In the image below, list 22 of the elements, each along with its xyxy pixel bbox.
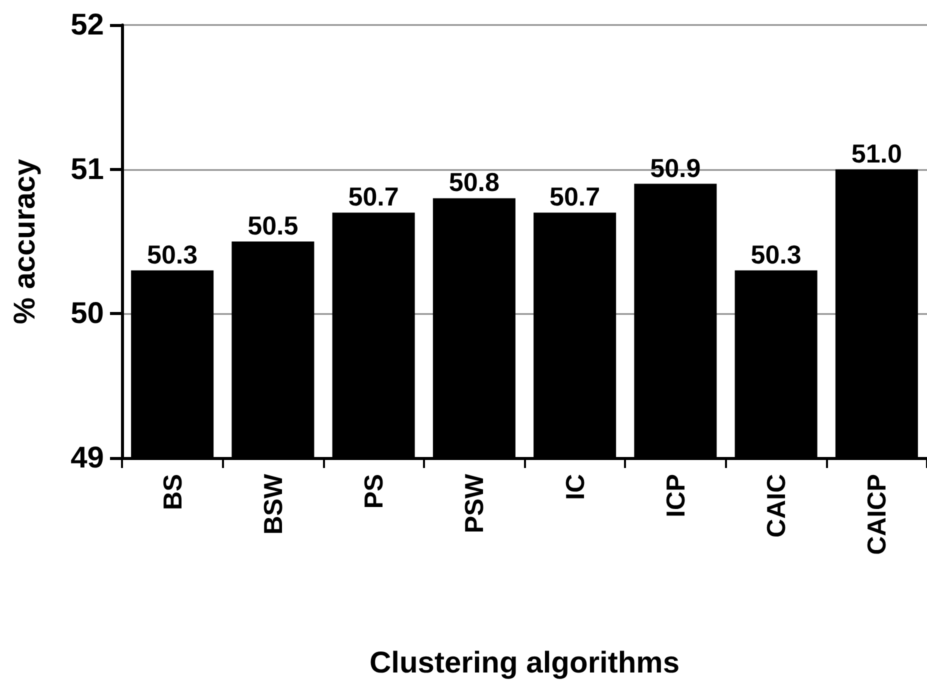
- data-label: 51.0: [851, 138, 902, 168]
- x-tick-label: CAIC: [761, 474, 792, 538]
- data-label: 50.3: [147, 239, 198, 270]
- x-tick-label: IC: [560, 474, 590, 500]
- data-label: 50.9: [650, 152, 701, 183]
- data-label: 50.8: [448, 167, 500, 198]
- x-tick-label: PSW: [459, 474, 490, 534]
- data-label: 50.7: [348, 182, 399, 212]
- x-tick-label: ICP: [660, 474, 690, 518]
- x-tick-label: CAICP: [862, 474, 892, 555]
- x-axis-title: Clustering algorithms: [369, 646, 680, 680]
- data-label: 50.5: [248, 210, 298, 240]
- y-tick-label: 50: [70, 297, 104, 330]
- data-label: 50.7: [550, 182, 600, 212]
- x-tick-label: BS: [157, 474, 188, 510]
- x-tick-label: PS: [358, 474, 389, 509]
- x-tick-label: BSW: [258, 474, 288, 535]
- y-tick-label: 52: [70, 8, 104, 42]
- y-tick-label: 49: [70, 442, 104, 474]
- y-tick-label: 51: [70, 152, 104, 186]
- y-axis-title: % accuracy: [8, 158, 42, 324]
- data-label: 50.3: [750, 239, 802, 270]
